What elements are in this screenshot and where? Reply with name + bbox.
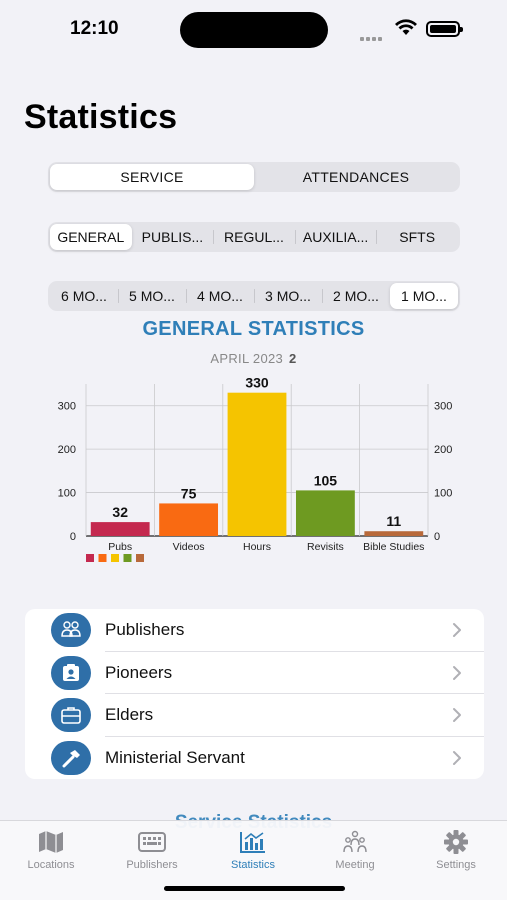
segment-month-option-2[interactable]: 4 MO... [186,283,254,309]
home-indicator [164,886,345,891]
role-list: Publishers Pioneers Elders Ministerial Serv… [25,609,484,779]
y-tick-left: 200 [58,444,76,456]
page-title: Statistics [24,98,178,136]
legend-swatch [123,554,132,562]
data-label: 105 [314,472,338,488]
tab-meeting[interactable]: Meeting [310,827,400,871]
tab-label: Statistics [230,859,275,871]
tab-settings[interactable]: Settings [411,827,501,871]
list-item-ministerial-servant[interactable]: Ministerial Servant [25,737,484,780]
bar-pubs [90,522,150,536]
data-label: 32 [112,504,128,520]
month-range-segment: 6 MO... 5 MO... 4 MO... 3 MO... 2 MO... 1 MO.… [48,281,460,311]
y-tick-left: 300 [58,401,76,413]
segment-month-option-0[interactable]: 6 MO... [61,288,107,304]
chevron-right-icon [452,750,462,771]
segment-category-option-4[interactable]: SFTS [376,224,458,250]
segment-month-option-1[interactable]: 5 MO... [118,283,186,309]
y-tick-right: 300 [434,401,452,413]
x-tick-label: Bible Studies [363,541,424,553]
x-tick-label: Videos [173,541,205,553]
divider [105,693,484,694]
service-attendance-segment: SERVICE ATTENDANCES [48,162,460,192]
data-label: 75 [181,485,197,501]
hammer-icon [51,740,91,775]
tab-label: Locations [27,859,75,871]
divider [105,650,484,652]
battery-icon [426,21,463,37]
gear-icon [411,827,501,857]
briefcase-icon [51,698,91,732]
bar-videos [159,503,219,536]
general-statistics-chart: 0 0 100 100 200 200 300 300 32 Pubs 75 Videos 330 Hou… [58,375,452,562]
chart-subtitle-month: APRIL 2023 [210,351,284,366]
segment-main-option-0[interactable]: SERVICE [50,164,254,190]
chevron-right-icon [452,707,462,728]
x-tick-label: Hours [243,541,271,553]
bar-revisits [295,490,355,536]
segment-month-option-3[interactable]: 3 MO... [254,283,322,309]
tab-publishers[interactable]: Publishers [107,827,197,871]
tab-statistics[interactable]: Statistics [208,827,298,871]
tab-locations[interactable]: Locations [6,827,96,871]
signal-icon [360,28,386,41]
dynamic-island [180,12,328,48]
meeting-icon [310,827,400,857]
tab-bar: Locations Publishers Statistics Meeting Sett… [0,820,507,900]
legend-swatch [111,554,119,562]
map-icon [6,827,96,857]
list-item-label: Ministerial Servant [105,747,245,767]
category-segment: GENERAL PUBLIS... REGUL... AUXILIA... SFTS [48,222,460,252]
list-item-label: Publishers [105,620,185,640]
y-tick-right: 100 [434,488,452,500]
segment-month-option-5[interactable]: 1 MO... [390,283,458,309]
legend-swatch [136,554,144,562]
list-item-elders[interactable]: Elders [25,694,484,737]
legend-swatch [98,554,107,562]
tab-label: Meeting [335,859,375,871]
x-tick-label: Pubs [108,541,132,553]
chart-title: GENERAL STATISTICS [142,318,365,340]
wifi-icon [395,19,417,35]
segment-main-option-1[interactable]: ATTENDANCES [302,169,410,185]
chart-icon [208,827,298,857]
tab-label: Settings [436,859,476,871]
segment-category-option-2[interactable]: REGUL... [213,224,295,250]
divider [105,735,484,737]
chart-subtitle: APRIL 2023 2 [0,351,507,366]
y-tick-right: 200 [434,444,452,456]
y-tick-right: 0 [434,531,440,543]
segment-category-option-0[interactable]: GENERAL [50,224,132,250]
bar-bible-studies [364,531,424,536]
tab-label: Publishers [126,859,178,871]
x-tick-label: Revisits [307,541,344,553]
keyboard-icon [107,827,197,857]
segment-category-option-3[interactable]: AUXILIA... [294,224,377,250]
people-icon [51,613,91,647]
status-time: 12:10 [70,18,119,39]
chart-subtitle-count: 2 [289,351,297,366]
legend-swatch [86,554,94,562]
y-tick-left: 100 [58,488,76,500]
bar-hours [227,392,287,536]
segment-category-option-1[interactable]: PUBLIS... [141,229,204,245]
list-item-label: Elders [105,705,154,725]
chevron-right-icon [452,665,462,686]
data-label: 11 [386,513,401,529]
chevron-right-icon [452,622,462,643]
y-tick-left: 0 [70,531,76,543]
list-item-label: Pioneers [105,662,173,682]
status-bar: 12:10 [0,0,507,60]
data-label: 330 [245,375,269,391]
list-item-publishers[interactable]: Publishers [25,609,484,652]
segment-month-option-4[interactable]: 2 MO... [322,283,390,309]
id-card-icon [51,655,91,690]
list-item-pioneers[interactable]: Pioneers [25,652,484,694]
